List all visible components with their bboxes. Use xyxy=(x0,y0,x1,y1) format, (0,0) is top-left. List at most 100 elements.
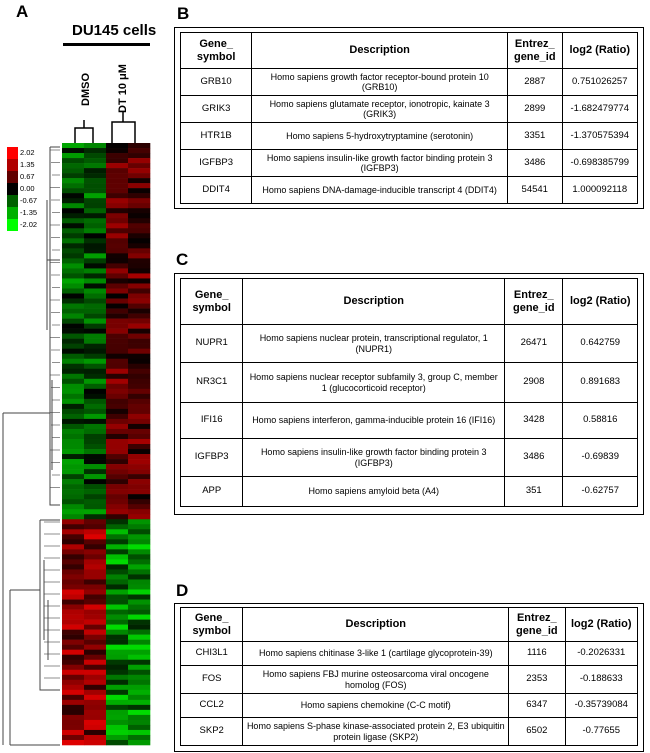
legend-swatch xyxy=(7,147,18,159)
header-entrez-id: Entrez_ gene_id xyxy=(507,32,563,69)
row-dendrogram xyxy=(2,146,60,746)
table-row: SKP2 Homo sapiens S-phase kinase-associa… xyxy=(179,717,638,746)
log2-ratio: 0.751026257 xyxy=(561,68,639,96)
header-gene-symbol: Gene_ symbol xyxy=(179,607,244,642)
table-row: HTR1B Homo sapiens 5-hydroxytryptamine (… xyxy=(179,122,639,150)
description: Homo sapiens 5-hydroxytryptamine (seroto… xyxy=(251,122,509,150)
entrez-id: 54541 xyxy=(507,176,563,204)
entrez-id: 3428 xyxy=(504,402,564,439)
table-row: NR3C1 Homo sapiens nuclear receptor subf… xyxy=(179,362,638,403)
heatmap-legend xyxy=(7,147,18,231)
entrez-id: 2908 xyxy=(504,362,564,403)
description: Homo sapiens insulin-like growth factor … xyxy=(242,438,506,477)
gene-symbol: CCL2 xyxy=(179,693,244,718)
table-row: GRB10 Homo sapiens growth factor recepto… xyxy=(179,68,639,96)
log2-ratio: -0.62757 xyxy=(562,476,638,507)
log2-ratio: 0.58816 xyxy=(562,402,638,439)
header-description: Description xyxy=(242,278,506,325)
table-row: APP Homo sapiens amyloid beta (A4) 351 -… xyxy=(179,476,638,507)
description: Homo sapiens insulin-like growth factor … xyxy=(251,149,509,177)
log2-ratio: 1.000092118 xyxy=(561,176,639,204)
table-row: IGFBP3 Homo sapiens insulin-like growth … xyxy=(179,149,639,177)
log2-ratio: -0.2026331 xyxy=(564,641,638,666)
entrez-id: 2353 xyxy=(508,665,566,694)
table-b: Gene_ symbol Description Entrez_ gene_id… xyxy=(179,32,639,204)
entrez-id: 1116 xyxy=(508,641,566,666)
legend-swatch xyxy=(7,183,18,195)
header-gene-symbol: Gene_ symbol xyxy=(179,32,253,69)
table-row: FOS Homo sapiens FBJ murine osteosarcoma… xyxy=(179,665,638,694)
column-dendrogram xyxy=(74,112,136,143)
gene-symbol: FOS xyxy=(179,665,244,694)
table-row: DDIT4 Homo sapiens DNA-damage-inducible … xyxy=(179,176,639,204)
heatmap-title: DU145 cells xyxy=(72,22,157,39)
entrez-id: 6502 xyxy=(508,717,566,746)
log2-ratio: -1.370575394 xyxy=(561,122,639,150)
log2-ratio: -0.69839 xyxy=(562,438,638,477)
gene-symbol: GRB10 xyxy=(179,68,253,96)
gene-symbol: IGFBP3 xyxy=(179,149,253,177)
description: Homo sapiens interferon, gamma-inducible… xyxy=(242,402,506,439)
header-description: Description xyxy=(242,607,510,642)
legend-label: -2.02 xyxy=(20,220,38,229)
log2-ratio: -0.77655 xyxy=(564,717,638,746)
description: Homo sapiens FBJ murine osteosarcoma vir… xyxy=(242,665,510,694)
legend-label: 0.00 xyxy=(20,184,35,193)
table-b-frame xyxy=(174,27,644,209)
heatmap xyxy=(2,112,151,746)
gene-symbol: GRIK3 xyxy=(179,95,253,123)
gene-symbol: SKP2 xyxy=(179,717,244,746)
table-row: CCL2 Homo sapiens chemokine (C-C motif) … xyxy=(179,693,638,718)
header-log2-ratio: log2 (Ratio) xyxy=(561,32,639,69)
header-entrez-id: Entrez_ gene_id xyxy=(508,607,566,642)
panel-label-c: C xyxy=(176,250,189,269)
gene-symbol: HTR1B xyxy=(179,122,253,150)
gene-symbol: CHI3L1 xyxy=(179,641,244,666)
gene-symbol: APP xyxy=(179,476,244,507)
log2-ratio: 0.891683 xyxy=(562,362,638,403)
log2-ratio: -0.35739084 xyxy=(564,693,638,718)
table-row: IGFBP3 Homo sapiens insulin-like growth … xyxy=(179,438,638,477)
table-row: GRIK3 Homo sapiens glutamate receptor, i… xyxy=(179,95,639,123)
table-row: IFI16 Homo sapiens interferon, gamma-ind… xyxy=(179,402,638,439)
heatmap-cells xyxy=(62,143,151,746)
legend-label: 2.02 xyxy=(20,148,35,157)
title-underline xyxy=(63,43,150,46)
description: Homo sapiens amyloid beta (A4) xyxy=(242,476,506,507)
header-gene-symbol: Gene_ symbol xyxy=(179,278,244,325)
entrez-id: 3486 xyxy=(507,149,563,177)
log2-ratio: -1.682479774 xyxy=(561,95,639,123)
gene-symbol: NUPR1 xyxy=(179,324,244,363)
header-log2-ratio: log2 (Ratio) xyxy=(562,278,638,325)
description: Homo sapiens S-phase kinase-associated p… xyxy=(242,717,510,746)
table-d-frame xyxy=(174,603,644,752)
log2-ratio: -0.698385799 xyxy=(561,149,639,177)
legend-label: 1.35 xyxy=(20,160,35,169)
legend-swatch xyxy=(7,207,18,219)
entrez-id: 2899 xyxy=(507,95,563,123)
entrez-id: 3351 xyxy=(507,122,563,150)
table-d: Gene_ symbol Description Entrez_ gene_id… xyxy=(179,607,638,746)
legend-swatch xyxy=(7,171,18,183)
gene-symbol: DDIT4 xyxy=(179,176,253,204)
entrez-id: 3486 xyxy=(504,438,564,477)
entrez-id: 26471 xyxy=(504,324,564,363)
legend-label: -1.35 xyxy=(20,208,38,217)
table-row: CHI3L1 Homo sapiens chitinase 3-like 1 (… xyxy=(179,641,638,666)
entrez-id: 351 xyxy=(504,476,564,507)
entrez-id: 2887 xyxy=(507,68,563,96)
panel-label-a: A xyxy=(16,2,29,21)
legend-swatch xyxy=(7,159,18,171)
description: Homo sapiens chemokine (C-C motif) xyxy=(242,693,510,718)
table-row: NUPR1 Homo sapiens nuclear protein, tran… xyxy=(179,324,638,363)
legend-swatch xyxy=(7,219,18,231)
description: Homo sapiens DNA-damage-inducible transc… xyxy=(251,176,509,204)
legend-label: 0.67 xyxy=(20,172,35,181)
description: Homo sapiens nuclear receptor subfamily … xyxy=(242,362,506,403)
gene-symbol: IFI16 xyxy=(179,402,244,439)
gene-symbol: NR3C1 xyxy=(179,362,244,403)
table-c-frame xyxy=(174,273,644,515)
description: Homo sapiens glutamate receptor, ionotro… xyxy=(251,95,509,123)
entrez-id: 6347 xyxy=(508,693,566,718)
description: Homo sapiens growth factor receptor-boun… xyxy=(251,68,509,96)
